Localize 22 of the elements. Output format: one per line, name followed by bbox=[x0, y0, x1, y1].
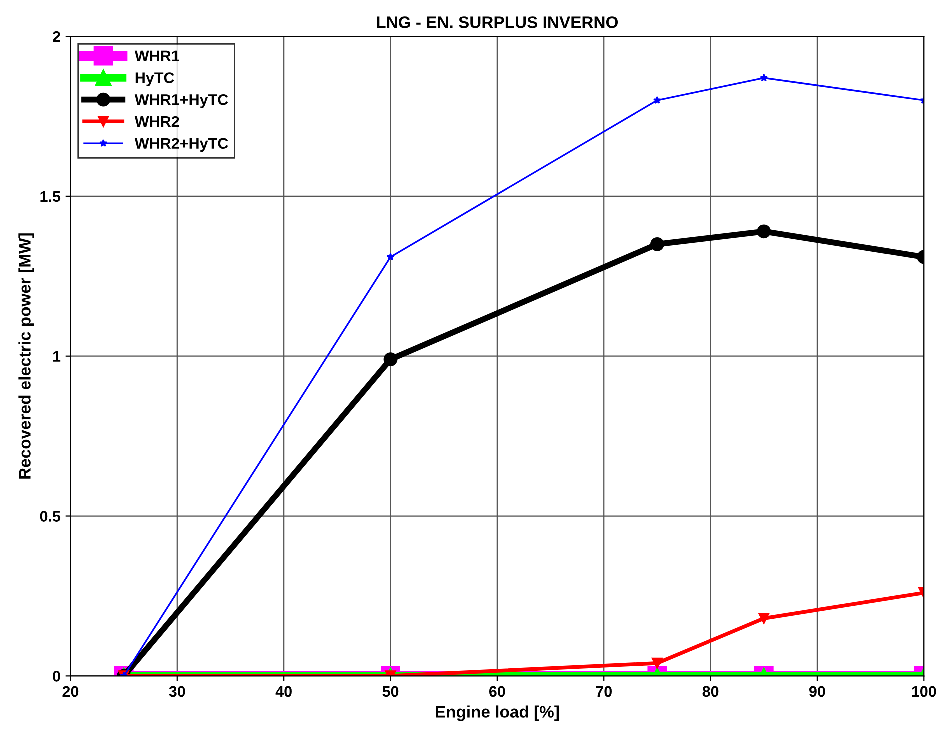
legend-label: WHR2+HyTC bbox=[134, 138, 228, 152]
y-tick-label: 0 bbox=[53, 671, 60, 682]
x-tick-label: 50 bbox=[382, 686, 399, 698]
y-tick-label: 1.5 bbox=[40, 191, 61, 202]
x-tick-label: 100 bbox=[912, 686, 936, 698]
y-axis-title: Recovered electric power [MW] bbox=[18, 234, 34, 479]
legend-label: WHR1 bbox=[134, 50, 180, 62]
y-tick-label: 2 bbox=[53, 31, 60, 42]
legend-label: HyTC bbox=[136, 72, 174, 86]
x-tick-label: 90 bbox=[809, 686, 826, 698]
x-tick-label: 40 bbox=[276, 686, 292, 698]
x-tick-label: 80 bbox=[702, 686, 719, 698]
x-tick-label: 60 bbox=[489, 686, 506, 698]
legend-label: WHR2 bbox=[134, 116, 180, 128]
chart-title: LNG - EN. SURPLUS INVERNO bbox=[377, 16, 618, 28]
y-tick-label: 0.5 bbox=[40, 511, 61, 522]
y-tick-label: 1 bbox=[53, 351, 61, 362]
legend-label: WHR1+HyTC bbox=[134, 94, 228, 108]
x-tick-label: 30 bbox=[169, 686, 186, 698]
x-axis-title: Engine load [%] bbox=[436, 706, 559, 722]
x-tick-label: 70 bbox=[596, 686, 612, 698]
x-tick-label: 20 bbox=[62, 686, 79, 698]
